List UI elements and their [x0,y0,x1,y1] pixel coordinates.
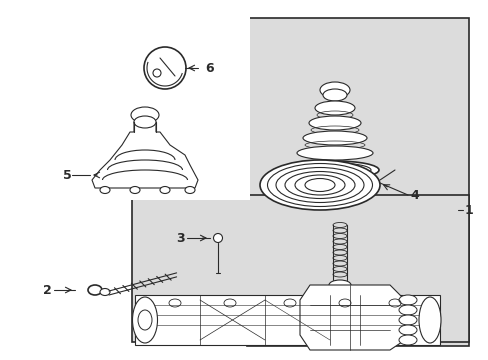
Text: 2: 2 [43,284,52,297]
Text: 5: 5 [63,168,72,181]
Ellipse shape [290,161,378,179]
Bar [132,195,468,342]
Ellipse shape [398,325,416,335]
Ellipse shape [153,69,161,77]
Polygon shape [135,295,439,345]
Ellipse shape [398,335,416,345]
Ellipse shape [308,116,360,130]
Ellipse shape [134,116,156,128]
Ellipse shape [296,146,372,160]
Bar [246,18,468,346]
Ellipse shape [88,285,102,295]
Ellipse shape [398,305,416,315]
Ellipse shape [260,160,379,210]
Ellipse shape [398,315,416,325]
Ellipse shape [418,297,440,343]
Ellipse shape [130,186,140,194]
Ellipse shape [100,186,110,194]
Polygon shape [92,122,198,188]
Ellipse shape [132,297,157,343]
Text: 3: 3 [176,231,184,244]
Ellipse shape [184,186,195,194]
Ellipse shape [328,280,350,290]
Ellipse shape [160,186,170,194]
Ellipse shape [398,295,416,305]
Ellipse shape [305,179,334,192]
Ellipse shape [303,131,366,145]
Ellipse shape [319,82,349,98]
Text: 6: 6 [204,62,213,75]
Ellipse shape [100,288,110,296]
Ellipse shape [131,107,159,123]
Ellipse shape [323,89,346,101]
Text: 4: 4 [409,189,418,202]
Ellipse shape [213,234,222,243]
Bar [0,0,249,200]
Ellipse shape [143,47,185,89]
Polygon shape [299,285,409,350]
Text: 1: 1 [464,203,473,216]
Ellipse shape [326,287,352,297]
Ellipse shape [314,101,354,115]
